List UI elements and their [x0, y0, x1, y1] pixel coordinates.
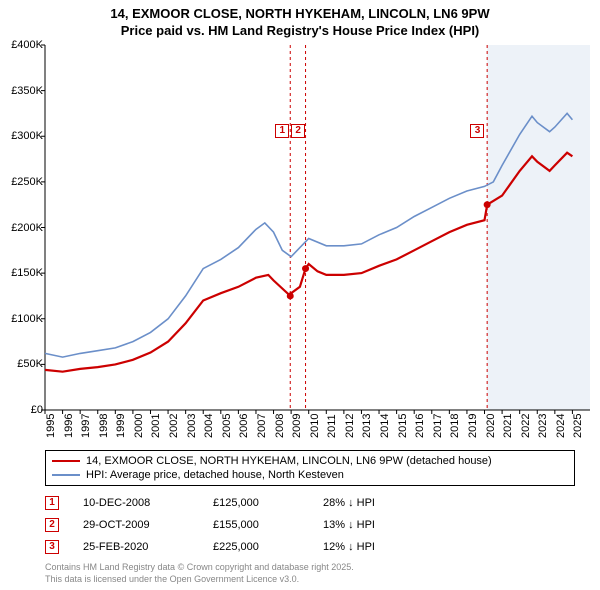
x-tick-label: 2025 [572, 414, 584, 438]
x-tick-label: 2020 [485, 414, 497, 438]
sale-row-marker: 2 [45, 518, 59, 532]
x-tick-label: 2013 [361, 414, 373, 438]
x-tick-label: 2023 [537, 414, 549, 438]
sale-price: £125,000 [213, 497, 323, 509]
sale-row: 1 10-DEC-2008£125,00028% ↓ HPI [45, 492, 575, 514]
sale-marker-1: 1 [275, 124, 289, 138]
x-tick-label: 2004 [203, 414, 215, 438]
sale-point [287, 292, 294, 299]
x-tick-label: 2022 [520, 414, 532, 438]
x-tick-label: 1996 [63, 414, 75, 438]
sale-date: 10-DEC-2008 [83, 497, 213, 509]
footer-line1: Contains HM Land Registry data © Crown c… [45, 562, 585, 574]
legend-label: 14, EXMOOR CLOSE, NORTH HYKEHAM, LINCOLN… [86, 455, 492, 467]
x-tick-label: 1999 [115, 414, 127, 438]
x-tick-label: 2011 [326, 414, 338, 438]
x-tick-label: 2006 [238, 414, 250, 438]
x-tick-label: 2019 [467, 414, 479, 438]
title-line1: 14, EXMOOR CLOSE, NORTH HYKEHAM, LINCOLN… [0, 6, 600, 23]
x-tick-label: 2016 [414, 414, 426, 438]
x-tick-label: 2024 [555, 414, 567, 438]
sale-hpi-diff: 13% ↓ HPI [323, 519, 433, 531]
chart-plot-area: 12 3 [45, 45, 590, 410]
sale-date: 29-OCT-2009 [83, 519, 213, 531]
title-line2: Price paid vs. HM Land Registry's House … [0, 23, 600, 40]
y-tick-label: £300K [11, 130, 43, 142]
sale-date: 25-FEB-2020 [83, 541, 213, 553]
footer-line2: This data is licensed under the Open Gov… [45, 574, 585, 586]
sale-point [302, 265, 309, 272]
x-tick-label: 1997 [80, 414, 92, 438]
sale-row: 3 25-FEB-2020£225,00012% ↓ HPI [45, 536, 575, 558]
x-tick-label: 2000 [133, 414, 145, 438]
x-tick-label: 2009 [291, 414, 303, 438]
legend-row: HPI: Average price, detached house, Nort… [52, 468, 568, 482]
sale-hpi-diff: 12% ↓ HPI [323, 541, 433, 553]
x-tick-label: 2003 [186, 414, 198, 438]
y-tick-label: £250K [11, 176, 43, 188]
sale-point [484, 201, 491, 208]
x-tick-label: 2001 [150, 414, 162, 438]
x-tick-label: 2007 [256, 414, 268, 438]
x-tick-label: 1998 [98, 414, 110, 438]
x-tick-label: 2012 [344, 414, 356, 438]
x-tick-label: 2017 [432, 414, 444, 438]
sale-row-marker: 3 [45, 540, 59, 554]
sale-marker-2: 2 [291, 124, 305, 138]
x-tick-label: 2014 [379, 414, 391, 438]
sale-price: £225,000 [213, 541, 323, 553]
y-tick-label: £100K [11, 313, 43, 325]
y-tick-label: £150K [11, 267, 43, 279]
y-axis: £0£50K£100K£150K£200K£250K£300K£350K£400… [0, 45, 45, 410]
x-tick-label: 2005 [221, 414, 233, 438]
legend-label: HPI: Average price, detached house, Nort… [86, 469, 344, 481]
x-tick-label: 2021 [502, 414, 514, 438]
chart-title: 14, EXMOOR CLOSE, NORTH HYKEHAM, LINCOLN… [0, 0, 600, 40]
legend-swatch [52, 460, 80, 462]
x-tick-label: 2015 [397, 414, 409, 438]
sale-price: £155,000 [213, 519, 323, 531]
legend-row: 14, EXMOOR CLOSE, NORTH HYKEHAM, LINCOLN… [52, 454, 568, 468]
x-tick-label: 1995 [45, 414, 57, 438]
legend: 14, EXMOOR CLOSE, NORTH HYKEHAM, LINCOLN… [45, 450, 575, 486]
y-tick-label: £350K [11, 85, 43, 97]
sale-table: 1 10-DEC-2008£125,00028% ↓ HPI 2 29-OCT-200… [45, 492, 575, 558]
y-tick-label: £200K [11, 222, 43, 234]
footer-attribution: Contains HM Land Registry data © Crown c… [45, 562, 585, 585]
y-tick-label: £400K [11, 39, 43, 51]
legend-swatch [52, 474, 80, 476]
x-axis: 1995 1996 1997 1998 1999 2000 2001 2002 2003 2004… [45, 410, 590, 450]
sale-row-marker: 1 [45, 496, 59, 510]
x-tick-label: 2002 [168, 414, 180, 438]
y-tick-label: £50K [17, 358, 43, 370]
x-tick-label: 2010 [309, 414, 321, 438]
x-tick-label: 2008 [274, 414, 286, 438]
sale-hpi-diff: 28% ↓ HPI [323, 497, 433, 509]
sale-row: 2 29-OCT-2009£155,00013% ↓ HPI [45, 514, 575, 536]
x-tick-label: 2018 [449, 414, 461, 438]
sale-marker-3: 3 [470, 124, 484, 138]
